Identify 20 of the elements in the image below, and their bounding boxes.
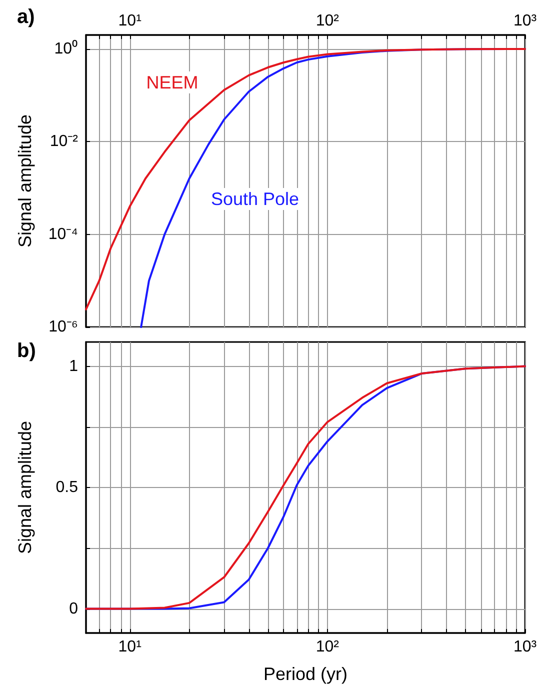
chart-title: a): [17, 6, 35, 28]
x-tick-label: 10²: [316, 12, 340, 30]
y-tick-label: 0.5: [56, 479, 78, 496]
x-axis-title: Period (yr): [263, 664, 348, 684]
y-tick-label: 10⁻²: [50, 133, 79, 150]
x-tick-label: 10¹: [118, 638, 142, 656]
y-axis-title: Signal amplitude: [15, 420, 35, 554]
y-tick-label: 10⁰: [54, 39, 78, 58]
x-tick-label: 10¹: [118, 12, 142, 30]
x-tick-label: 10³: [513, 12, 538, 30]
series-label: NEEM: [146, 72, 198, 92]
chart-title: b): [17, 340, 36, 362]
y-axis-title: Signal amplitude: [15, 114, 35, 248]
y-tick-label: 0: [69, 600, 78, 618]
y-tick-label: 1: [69, 358, 78, 375]
series-label: South Pole: [210, 188, 300, 209]
y-tick-label: 10⁻⁴: [48, 226, 78, 243]
x-tick-label: 10³: [513, 638, 538, 656]
y-tick-label: 10⁻⁶: [48, 318, 78, 336]
x-tick-label: 10²: [316, 638, 340, 656]
